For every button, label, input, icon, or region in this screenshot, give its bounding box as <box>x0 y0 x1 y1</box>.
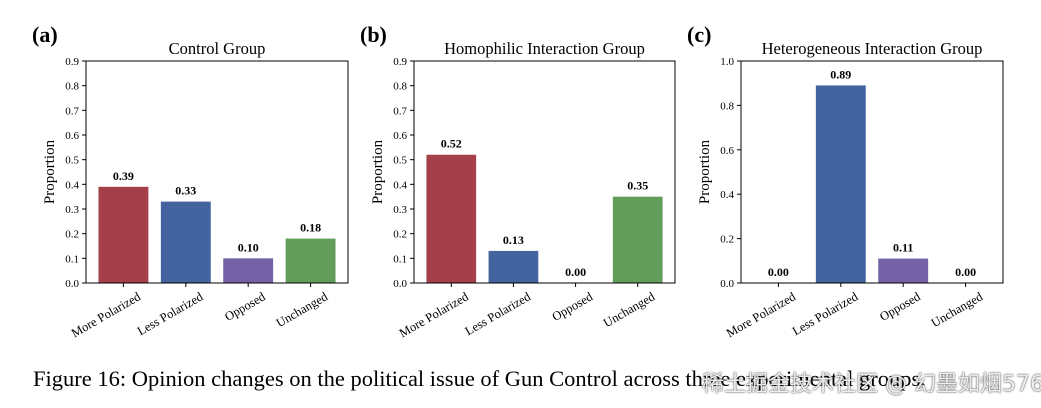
x-tick-label: Opposed <box>550 289 596 324</box>
y-tick-label: 0.8 <box>393 81 407 93</box>
axes-frame <box>413 60 676 284</box>
y-tick-label: 0.5 <box>393 155 407 167</box>
chart-title: Heterogeneous Interaction Group <box>762 39 983 58</box>
y-tick-label: 0.4 <box>720 189 734 201</box>
y-tick-label: 0.4 <box>393 179 407 191</box>
data-label: 0.89 <box>830 67 851 81</box>
panel-label: (b) <box>360 22 387 47</box>
x-tick-label: Opposed <box>877 289 923 324</box>
panel-label: (c) <box>687 22 711 47</box>
bar <box>878 258 929 283</box>
y-tick-label: 0.1 <box>393 253 407 265</box>
y-tick-label: 0.8 <box>65 81 79 93</box>
x-tick-label: Less Polarized <box>135 289 206 338</box>
y-tick-label: 0.3 <box>393 204 407 216</box>
data-label: 0.39 <box>113 169 134 183</box>
data-label: 0.13 <box>503 233 524 247</box>
data-label: 0.52 <box>441 137 462 151</box>
y-tick-label: 0.6 <box>393 130 407 142</box>
x-tick-label: Unchanged <box>274 289 331 330</box>
x-tick-label: Unchanged <box>929 289 986 330</box>
figure: (a) Control Group 0.39 0.33 0.10 0.18 0.0 0.1 0.… <box>32 22 1004 340</box>
y-tick-label: 0.0 <box>393 278 407 290</box>
y-tick-label: 0.6 <box>720 145 734 157</box>
data-label: 0.10 <box>238 240 259 254</box>
x-tick-label: Unchanged <box>601 289 658 330</box>
y-axis-label: Proportion <box>42 139 58 204</box>
x-tick-label: Less Polarized <box>790 289 861 338</box>
figure-caption: Figure 16: Opinion changes on the politi… <box>33 366 926 391</box>
y-tick-label: 0.3 <box>65 204 79 216</box>
data-label: 0.35 <box>627 179 648 193</box>
x-tick-label: More Polarized <box>397 289 472 340</box>
bar <box>426 154 477 283</box>
data-label: 0.00 <box>565 265 586 279</box>
data-label: 0.00 <box>768 265 789 279</box>
bar <box>160 201 211 283</box>
y-axis-label: Proportion <box>370 139 386 204</box>
y-tick-label: 0.0 <box>65 278 79 290</box>
data-label: 0.00 <box>955 265 976 279</box>
y-tick-label: 0.2 <box>393 229 407 241</box>
bar <box>612 196 663 283</box>
chart-title: Homophilic Interaction Group <box>444 39 645 58</box>
y-tick-label: 0.8 <box>720 100 734 112</box>
x-tick-label: More Polarized <box>724 289 799 340</box>
data-label: 0.11 <box>893 241 913 255</box>
y-tick-label: 0.9 <box>65 56 79 68</box>
bar <box>98 186 149 283</box>
bar <box>488 250 539 283</box>
data-label: 0.18 <box>300 221 321 235</box>
bar <box>223 258 274 283</box>
y-tick-label: 0.2 <box>720 234 734 246</box>
x-tick-label: Less Polarized <box>462 289 533 338</box>
y-tick-label: 0.4 <box>65 179 79 191</box>
y-tick-label: 0.7 <box>65 105 79 117</box>
y-tick-label: 0.6 <box>65 130 79 142</box>
axes-frame <box>85 60 349 284</box>
panel-label: (a) <box>32 22 58 47</box>
chart-title: Control Group <box>169 39 266 58</box>
y-tick-label: 0.1 <box>65 253 79 265</box>
bar <box>815 85 866 283</box>
watermark: 稀土掘金技术社区 @ 幻墨如烟576 <box>702 372 1041 397</box>
axes-frame <box>740 60 1004 284</box>
y-tick-label: 0.2 <box>65 229 79 241</box>
bar <box>285 238 336 283</box>
y-tick-label: 0.5 <box>65 155 79 167</box>
x-tick-label: Opposed <box>222 289 268 324</box>
x-tick-label: More Polarized <box>69 289 144 340</box>
y-tick-label: 0.7 <box>393 105 407 117</box>
y-tick-label: 1.0 <box>720 56 734 68</box>
y-tick-label: 0.0 <box>720 278 734 290</box>
y-tick-label: 0.9 <box>393 56 407 68</box>
y-axis-label: Proportion <box>697 139 713 204</box>
data-label: 0.33 <box>175 184 196 198</box>
